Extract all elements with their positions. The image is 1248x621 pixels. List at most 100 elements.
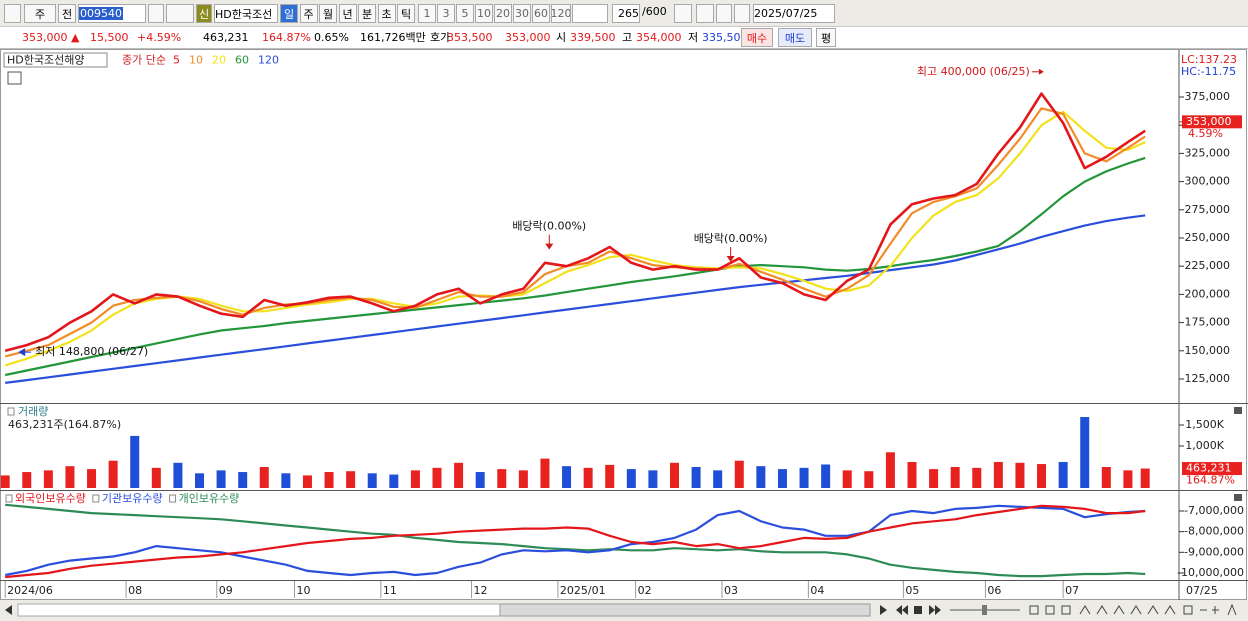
price-tag [1182, 115, 1242, 129]
hc-label: HC:-11.75 [1181, 65, 1236, 78]
volume-bar [22, 472, 32, 488]
interval-button[interactable]: 120 [551, 4, 571, 23]
interval-combo[interactable] [572, 4, 608, 23]
sound-button[interactable] [166, 4, 194, 23]
volume-subtitle: 463,231주(164.87%) [8, 418, 121, 431]
volume-bar [87, 469, 97, 488]
volume-bar [799, 467, 809, 488]
prefix-button[interactable]: 전 [58, 4, 76, 23]
y-tick-label: -10,000,000 [1177, 566, 1244, 579]
date-input[interactable]: 2025/07/25 [753, 4, 835, 23]
volume-bar [346, 471, 356, 488]
title-box [3, 52, 108, 68]
volume-bar [475, 472, 485, 488]
x-tick-label: 03 [724, 584, 738, 597]
stop-button[interactable] [914, 606, 922, 614]
code-input[interactable]: 009540 [78, 4, 146, 23]
period-button[interactable]: 초 [377, 4, 396, 23]
scroll-thumb[interactable] [499, 603, 871, 617]
interval-button[interactable]: 30 [513, 4, 531, 23]
ask-label: 호가 [430, 31, 451, 44]
y-tick-label: 150,000 [1185, 344, 1231, 357]
sell-button[interactable]: 매도 [778, 28, 812, 47]
x-tick-label: 08 [128, 584, 142, 597]
arrow-head [18, 348, 26, 357]
buy-button[interactable]: 매수 [741, 28, 773, 47]
legend-entry: 기관보유수량 [102, 492, 163, 505]
x-tick-label: 09 [219, 584, 233, 597]
x-tick-label: 05 [905, 584, 919, 597]
x-tick-label: 10 [297, 584, 311, 597]
title-marker [7, 407, 15, 416]
interval-button[interactable]: 1 [418, 4, 436, 23]
y-tick-label: 300,000 [1185, 175, 1231, 188]
chart-title: HD한국조선해양 [7, 53, 84, 67]
period-button[interactable]: 월 [319, 4, 337, 23]
volume-bar [43, 470, 53, 488]
volume-bar [151, 467, 161, 488]
volume-bar [454, 462, 464, 488]
y-tick-label: 1,500K [1185, 418, 1224, 431]
period-button[interactable]: 분 [358, 4, 376, 23]
interval-button[interactable]: 20 [494, 4, 512, 23]
name-input[interactable]: HD한국조선 [214, 4, 278, 23]
next-button[interactable] [929, 605, 941, 615]
x-tick-label: 2024/06 [7, 584, 53, 597]
scroll-left[interactable] [5, 605, 12, 615]
y-tick-label: 1,000K [1185, 439, 1224, 452]
ratio-tag-label: 164.87% [1186, 474, 1235, 487]
legend-entry: 60 [235, 54, 249, 67]
dividend-label: 배당락(0.00%) [694, 232, 768, 245]
low-price: 335,500 [702, 31, 748, 44]
panel-icon[interactable] [7, 71, 22, 85]
series-line [4, 107, 1146, 358]
period-button[interactable]: 틱 [397, 4, 415, 23]
zoom-handle[interactable] [982, 605, 987, 615]
new-badge[interactable]: 신 [196, 4, 212, 23]
save-icon[interactable] [716, 4, 732, 23]
search-button[interactable] [148, 4, 164, 23]
y-tick-label: 375,000 [1185, 90, 1231, 103]
count-input[interactable]: 265 [612, 4, 640, 23]
interval-button[interactable]: 10 [475, 4, 493, 23]
period-button[interactable]: 년 [338, 4, 357, 23]
volume-bar [130, 435, 140, 488]
volume-bar [259, 467, 269, 488]
interval-button[interactable]: 3 [437, 4, 455, 23]
y-tick-label: 200,000 [1185, 287, 1231, 300]
x-tick-label: 06 [987, 584, 1001, 597]
code-text: 009540 [79, 7, 123, 20]
settings-icon[interactable] [734, 4, 750, 23]
interval-button[interactable]: 5 [456, 4, 474, 23]
volume-bar [562, 466, 572, 488]
tool-icon[interactable] [674, 4, 692, 23]
tool-icon[interactable] [696, 4, 714, 23]
period-button[interactable]: 주 [299, 4, 318, 23]
quote-price: 353,000 ▲ [22, 31, 80, 44]
interval-button[interactable]: 60 [532, 4, 550, 23]
quote-amount: 161,726백만 [360, 31, 426, 44]
prev-button[interactable] [896, 605, 908, 615]
volume-bar [108, 460, 118, 488]
y-tick-label: -7,000,000 [1184, 504, 1244, 517]
legend-marker [169, 494, 177, 503]
scroll-right[interactable] [880, 605, 887, 615]
volume-bar [1123, 470, 1133, 488]
volume-bar [302, 475, 312, 488]
price-tag-label: 353,000 [1186, 115, 1232, 128]
avg-button[interactable]: 평 [816, 28, 836, 47]
ask-price: 353,500 [447, 31, 493, 44]
open-price: 339,500 [570, 31, 616, 44]
legend-entry: 120 [258, 54, 279, 67]
period-button[interactable]: 일 [280, 4, 298, 23]
menu-icon[interactable] [4, 4, 21, 23]
volume-tag-label: 463,231 [1186, 462, 1232, 475]
drawing-tools[interactable] [1029, 603, 1237, 616]
market-select[interactable]: 주 [24, 4, 56, 23]
panel-icon[interactable] [1234, 407, 1242, 414]
legend-entry: 20 [212, 54, 226, 67]
volume-bar [238, 472, 248, 488]
panel-icon[interactable] [1234, 494, 1242, 501]
volume-bar [864, 471, 874, 488]
